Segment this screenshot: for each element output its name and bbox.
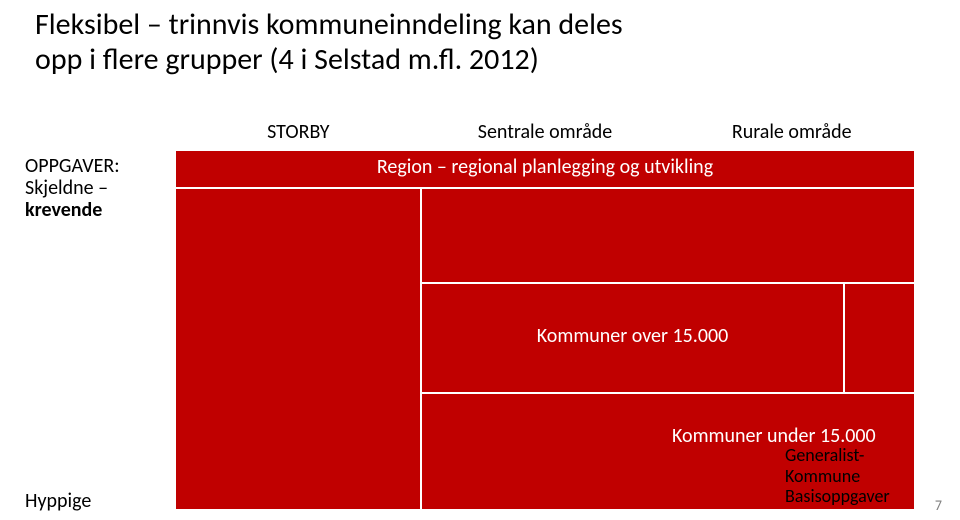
column-labels: STORBY Sentrale område Rurale område [175, 120, 915, 144]
col-label-storby: STORBY [175, 120, 422, 144]
side-bottom-text: Hyppige [25, 489, 91, 513]
side-label-top: OPPGAVER: Skjeldne – krevende [25, 155, 160, 221]
side-top-line1: OPPGAVER: [25, 154, 120, 178]
gen-line1: Generalist- [785, 444, 864, 466]
gen-line2: Kommune [785, 465, 860, 487]
side-top-line3: krevende [25, 198, 102, 222]
block-storby [175, 188, 421, 510]
block-mid-upper [421, 188, 915, 283]
col-label-sentrale: Sentrale område [422, 120, 669, 144]
slide: Fleksibel – trinnvis kommuneinndeling ka… [0, 0, 960, 520]
page-number: 7 [935, 497, 942, 514]
col-label-rurale: Rurale område [668, 120, 915, 144]
block-region-label: Region – regional planlegging og utvikli… [377, 155, 713, 179]
generalist-label: Generalist- Kommune Basisoppgaver [785, 445, 945, 507]
side-label-bottom: Hyppige [25, 490, 160, 512]
block-region: Region – regional planlegging og utvikli… [175, 150, 915, 188]
title-line2: opp i flere grupper (4 i Selstad m.fl. 2… [35, 41, 539, 78]
side-top-line2: Skjeldne – [25, 176, 108, 200]
block-over15-label: Kommuner over 15.000 [537, 324, 728, 348]
block-over15: Kommuner over 15.000 [421, 283, 844, 393]
block-right-sliver [844, 283, 915, 393]
gen-line3: Basisoppgaver [785, 485, 890, 507]
slide-title: Fleksibel – trinnvis kommuneinndeling ka… [35, 8, 915, 77]
title-line1: Fleksibel – trinnvis kommuneinndeling ka… [35, 6, 623, 43]
